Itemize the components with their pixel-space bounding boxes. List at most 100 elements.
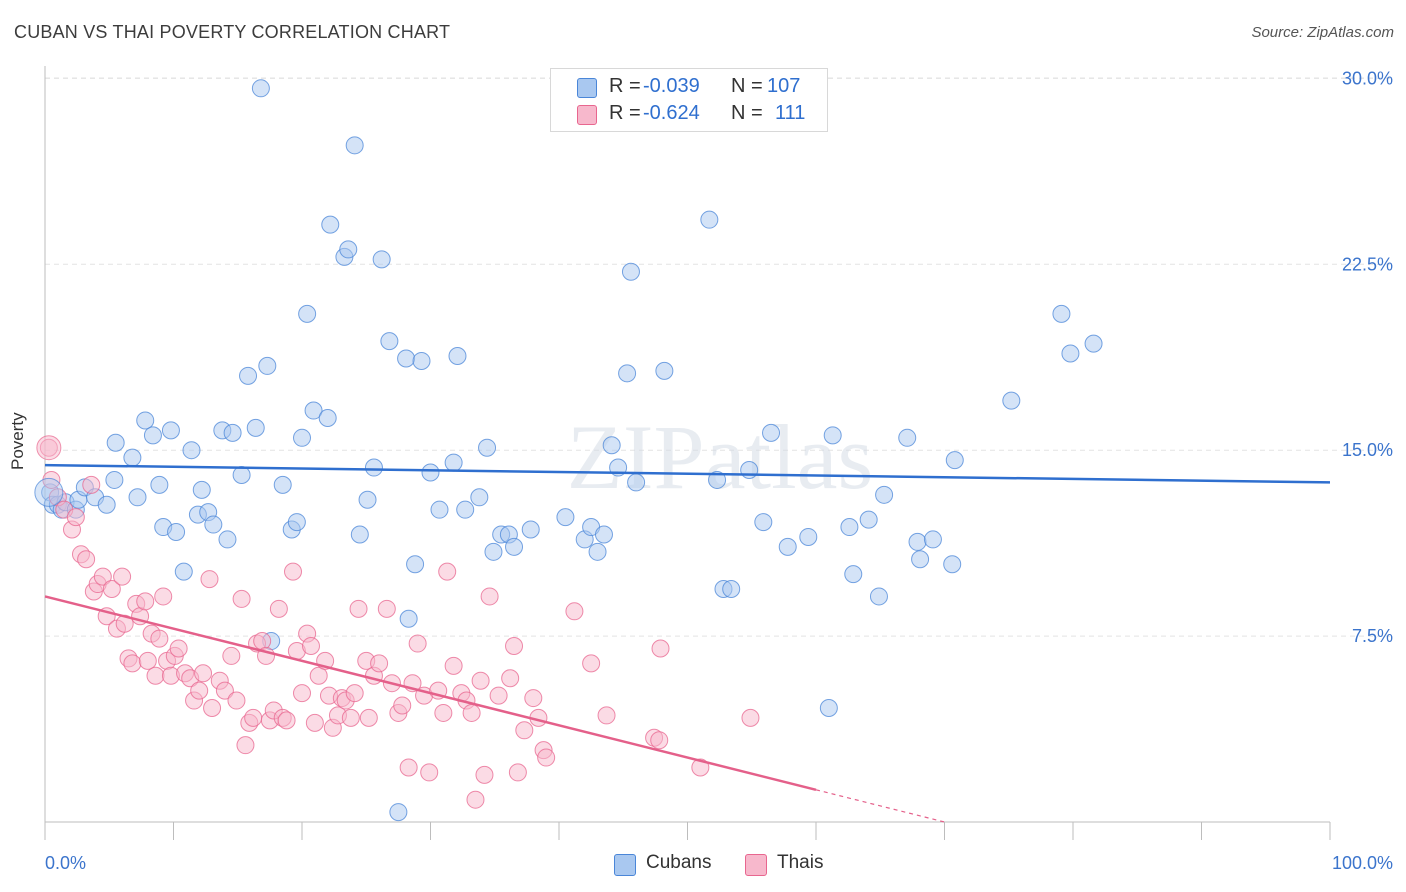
- cubans-point: [799, 527, 818, 546]
- correlation-legend: R = -0.039 N = 107 R = -0.624 N = 111: [550, 68, 828, 132]
- thais-point: [253, 632, 272, 651]
- cubans-point: [740, 461, 759, 480]
- cubans-point: [345, 136, 364, 155]
- cubans-point: [389, 803, 408, 822]
- thais-point: [438, 562, 457, 581]
- cubans-point: [123, 448, 142, 467]
- thais-point: [232, 589, 251, 608]
- cubans-point: [218, 530, 237, 549]
- x-tick-label: 0.0%: [45, 853, 86, 873]
- thais-point: [399, 758, 418, 777]
- legend-n-label: N =: [731, 102, 763, 124]
- cubans-point: [34, 477, 64, 507]
- cubans-point: [246, 418, 265, 437]
- cubans-point: [700, 210, 719, 229]
- thais-point: [650, 731, 669, 750]
- thais-point: [501, 669, 520, 688]
- cubans-point: [293, 428, 311, 447]
- cubans-point: [722, 580, 741, 599]
- series-legend: Cubans Thais: [0, 852, 1406, 876]
- y-tick-label: 22.5%: [1342, 254, 1393, 274]
- y-tick-label: 7.5%: [1352, 626, 1393, 646]
- cubans-point: [399, 609, 418, 628]
- cubans-point: [943, 555, 962, 574]
- cubans-point: [588, 542, 607, 561]
- source-label: Source: ZipAtlas.com: [1251, 24, 1394, 41]
- cubans-point: [602, 436, 621, 455]
- cubans-point: [444, 453, 463, 472]
- thais-point: [277, 711, 296, 730]
- thais-point: [150, 629, 169, 648]
- thais-point: [508, 763, 527, 782]
- cubans-point: [869, 587, 888, 606]
- cubans-point: [258, 356, 277, 375]
- cubans-point: [505, 537, 524, 556]
- legend-swatch-cubans: [577, 78, 597, 98]
- thais-point: [284, 562, 303, 581]
- cubans-point: [778, 537, 797, 556]
- trend-lines: [44, 463, 1331, 823]
- thais-point: [434, 703, 453, 722]
- cubans-point: [192, 480, 211, 499]
- cubans-point: [161, 421, 180, 440]
- thais-point: [480, 587, 499, 606]
- y-tick-label: 15.0%: [1342, 440, 1393, 460]
- cubans-point: [150, 475, 169, 494]
- cubans-point: [456, 500, 475, 519]
- thais-point: [77, 550, 96, 569]
- tick-labels: 7.5% 15.0% 22.5% 30.0% 0.0% 100.0%: [45, 68, 1393, 873]
- thais-trend-line: [44, 595, 817, 791]
- cubans-point: [406, 555, 425, 574]
- thais-point: [222, 646, 241, 665]
- cubans-point: [321, 215, 340, 234]
- cubans-point: [1084, 334, 1103, 353]
- cubans-point: [556, 508, 575, 527]
- cubans-point: [421, 463, 440, 482]
- legend-label-cubans: Cubans: [646, 852, 712, 873]
- cubans-point: [174, 562, 193, 581]
- legend-n-value: 107: [767, 75, 801, 97]
- cubans-point: [448, 347, 467, 366]
- cubans-point: [945, 451, 964, 470]
- cubans-point: [204, 515, 223, 534]
- thais-point: [524, 689, 543, 708]
- cubans-point: [298, 304, 317, 323]
- cubans-point: [223, 423, 242, 442]
- cubans-point: [470, 488, 489, 507]
- cubans-point: [106, 433, 125, 452]
- cubans-point: [136, 411, 155, 430]
- thais-point: [215, 681, 234, 700]
- cubans-point: [618, 364, 637, 383]
- legend-r-value: -0.039: [643, 75, 700, 97]
- thais-point: [582, 654, 601, 673]
- cubans-point: [908, 532, 927, 551]
- thais-point: [377, 599, 396, 618]
- thais-point: [190, 681, 209, 700]
- data-points: [34, 79, 1103, 822]
- thais-point: [597, 706, 616, 725]
- thais-point: [82, 475, 101, 494]
- thais-point: [393, 696, 412, 715]
- cubans-point: [397, 349, 416, 368]
- thais-point: [565, 602, 584, 621]
- thais-point: [301, 637, 320, 656]
- thais-point: [123, 654, 142, 673]
- thais-point: [102, 580, 121, 599]
- thais-point: [227, 691, 246, 710]
- legend-r-label: R =: [609, 102, 641, 124]
- thais-point: [293, 684, 311, 703]
- cubans-point: [478, 438, 497, 457]
- cubans-point: [358, 490, 377, 509]
- cubans-point: [304, 401, 323, 420]
- cubans-point: [1002, 391, 1021, 410]
- thais-point: [505, 637, 524, 656]
- cubans-trend-line: [44, 463, 1331, 484]
- thais-point: [309, 666, 328, 685]
- thais-point: [471, 671, 490, 690]
- y-tick-label: 30.0%: [1342, 68, 1393, 88]
- cubans-point: [923, 530, 942, 549]
- cubans-point: [318, 408, 337, 427]
- thais-point: [203, 698, 222, 717]
- thais-point: [113, 567, 132, 586]
- thais-point: [154, 587, 173, 606]
